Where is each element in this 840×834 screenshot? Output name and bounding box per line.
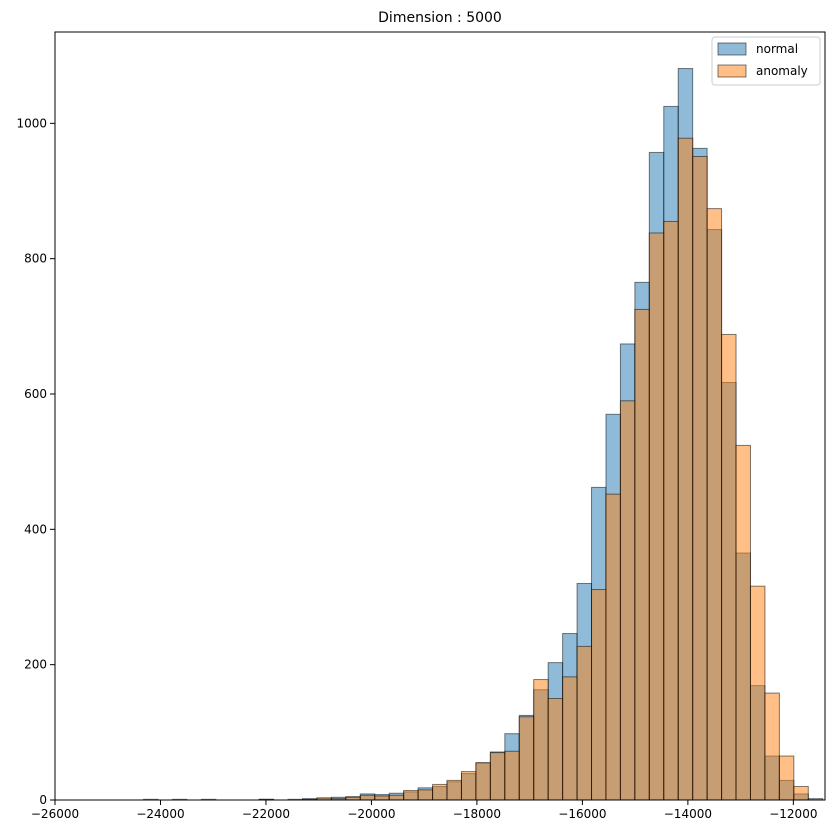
bar-anomaly-45 [735, 444, 751, 801]
bar-anomaly-19 [359, 794, 376, 801]
x-tick-label: −18000 [453, 807, 501, 821]
legend-label-anomaly: anomaly [756, 64, 808, 78]
y-axis: 0 200 400 600 800 1000 [16, 116, 55, 807]
bar-anomaly-48 [778, 755, 795, 801]
bar-anomaly-27 [475, 762, 491, 801]
bar-anomaly-28 [489, 752, 506, 801]
x-tick-label: −16000 [558, 807, 606, 821]
series-anomaly [258, 137, 809, 801]
bar-anomaly-34 [576, 645, 593, 801]
bar-anomaly-31 [533, 679, 549, 801]
bar-anomaly-46 [749, 585, 766, 801]
chart-title: Dimension : 5000 [378, 10, 502, 26]
x-tick-label: −12000 [769, 807, 817, 821]
y-tick-label: 1000 [16, 116, 47, 130]
bar-anomaly-47 [764, 692, 780, 801]
bar-anomaly-23 [417, 789, 434, 801]
x-axis: −26000 −24000 −22000 −20000 −18000 −16000 −140… [31, 800, 817, 821]
bar-anomaly-36 [605, 493, 621, 801]
plot-frame [54, 31, 826, 801]
bar-anomaly-39 [648, 232, 665, 801]
x-tick-label: −14000 [664, 807, 712, 821]
y-tick-label: 400 [24, 522, 47, 536]
y-tick-label: 200 [24, 658, 47, 672]
x-tick-label: −24000 [136, 807, 184, 821]
bar-anomaly-24 [432, 783, 448, 801]
y-tick-label: 800 [24, 252, 47, 266]
bar-anomaly-43 [706, 208, 723, 801]
bar-anomaly-40 [663, 220, 679, 801]
bar-anomaly-38 [634, 308, 650, 801]
bar-anomaly-37 [619, 400, 636, 801]
legend-swatch-anomaly [717, 64, 747, 78]
bar-anomaly-41 [677, 137, 694, 801]
bar-anomaly-25 [446, 779, 462, 801]
bar-anomaly-22 [403, 790, 419, 801]
y-tick-label: 0 [39, 793, 47, 807]
legend-label-normal: normal [756, 42, 798, 56]
bar-anomaly-32 [547, 698, 564, 801]
bar-anomaly-44 [721, 333, 737, 801]
bar-anomaly-29 [504, 750, 520, 801]
bar-anomaly-42 [692, 156, 708, 801]
bar-anomaly-21 [388, 794, 405, 801]
x-tick-label: −26000 [31, 807, 79, 821]
x-tick-label: −22000 [242, 807, 290, 821]
bars-layer [143, 68, 824, 801]
bar-anomaly-20 [374, 795, 390, 801]
bar-anomaly-33 [562, 676, 578, 801]
x-tick-label: −20000 [347, 807, 395, 821]
bar-anomaly-30 [518, 716, 535, 801]
legend-swatch-normal [717, 42, 747, 56]
y-tick-label: 600 [24, 387, 47, 401]
bar-anomaly-49 [793, 785, 809, 801]
bar-anomaly-26 [460, 771, 477, 801]
bar-anomaly-35 [591, 589, 607, 801]
legend: normal anomaly [711, 36, 821, 86]
